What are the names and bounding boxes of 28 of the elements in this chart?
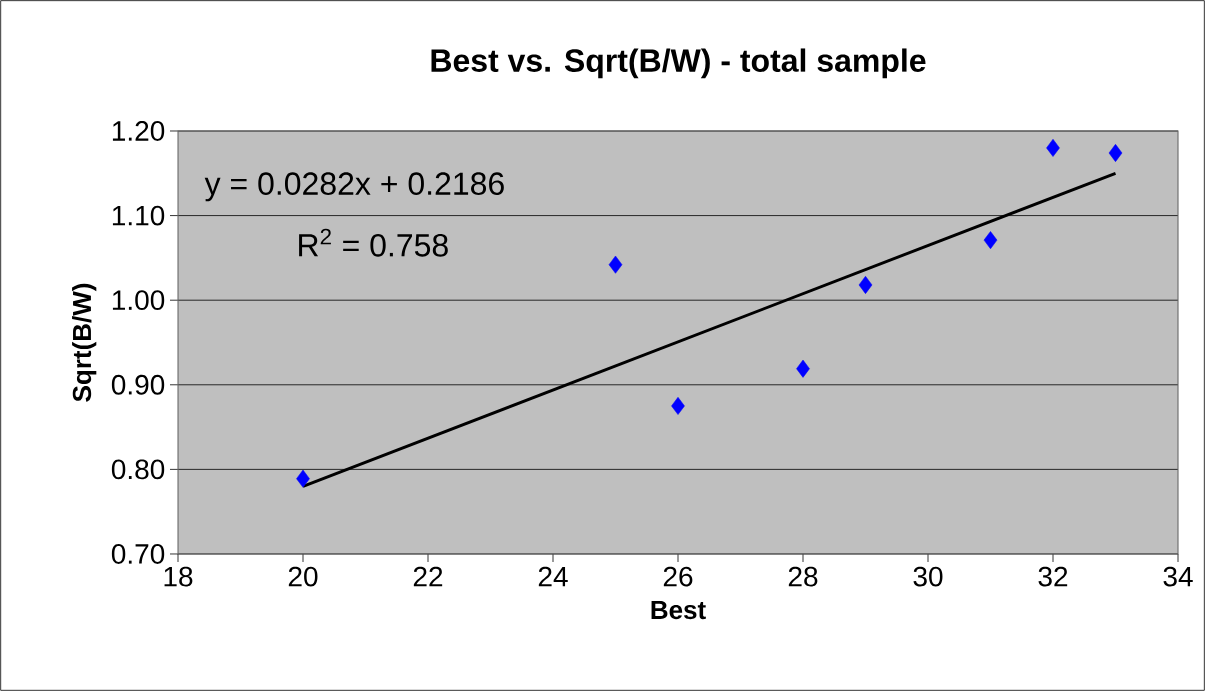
- y-tick-label: 1.20: [112, 121, 165, 141]
- point: [608, 255, 623, 274]
- point: [858, 276, 873, 294]
- point: [671, 397, 685, 415]
- point: [1108, 144, 1123, 162]
- y-tick-label: 0.90: [111, 374, 165, 395]
- chart-title: Best vs. Sqrt(B/W) - total sample: [431, 48, 926, 79]
- x-tick-label: 32: [1038, 566, 1068, 587]
- y-tick-label: 0.70: [111, 544, 165, 564]
- point: [296, 469, 310, 488]
- y-tick-label: 1.00: [112, 290, 165, 311]
- y-tick-label: 1.10: [112, 205, 165, 226]
- x-tick-label: 24: [538, 566, 568, 587]
- x-axis-title: Best: [651, 601, 706, 620]
- x-tick-label: 20: [288, 566, 318, 587]
- y-tick-label: 0.80: [111, 459, 165, 480]
- annotation: y = 0.0282x + 0.2186: [204, 172, 504, 202]
- point: [983, 231, 998, 250]
- x-tick-label: 26: [663, 566, 693, 587]
- annotation: R$^{2}$ = 0.758: [299, 228, 448, 257]
- point: [1046, 138, 1060, 157]
- x-tick-label: 18: [164, 566, 193, 587]
- y-axis-title: Sqrt(B/W): [72, 283, 97, 402]
- x-tick-label: 28: [788, 566, 818, 587]
- x-tick-label: 30: [913, 566, 943, 587]
- x-tick-label: 34: [1163, 566, 1193, 587]
- point: [796, 359, 810, 378]
- x-tick-label: 22: [413, 566, 443, 587]
